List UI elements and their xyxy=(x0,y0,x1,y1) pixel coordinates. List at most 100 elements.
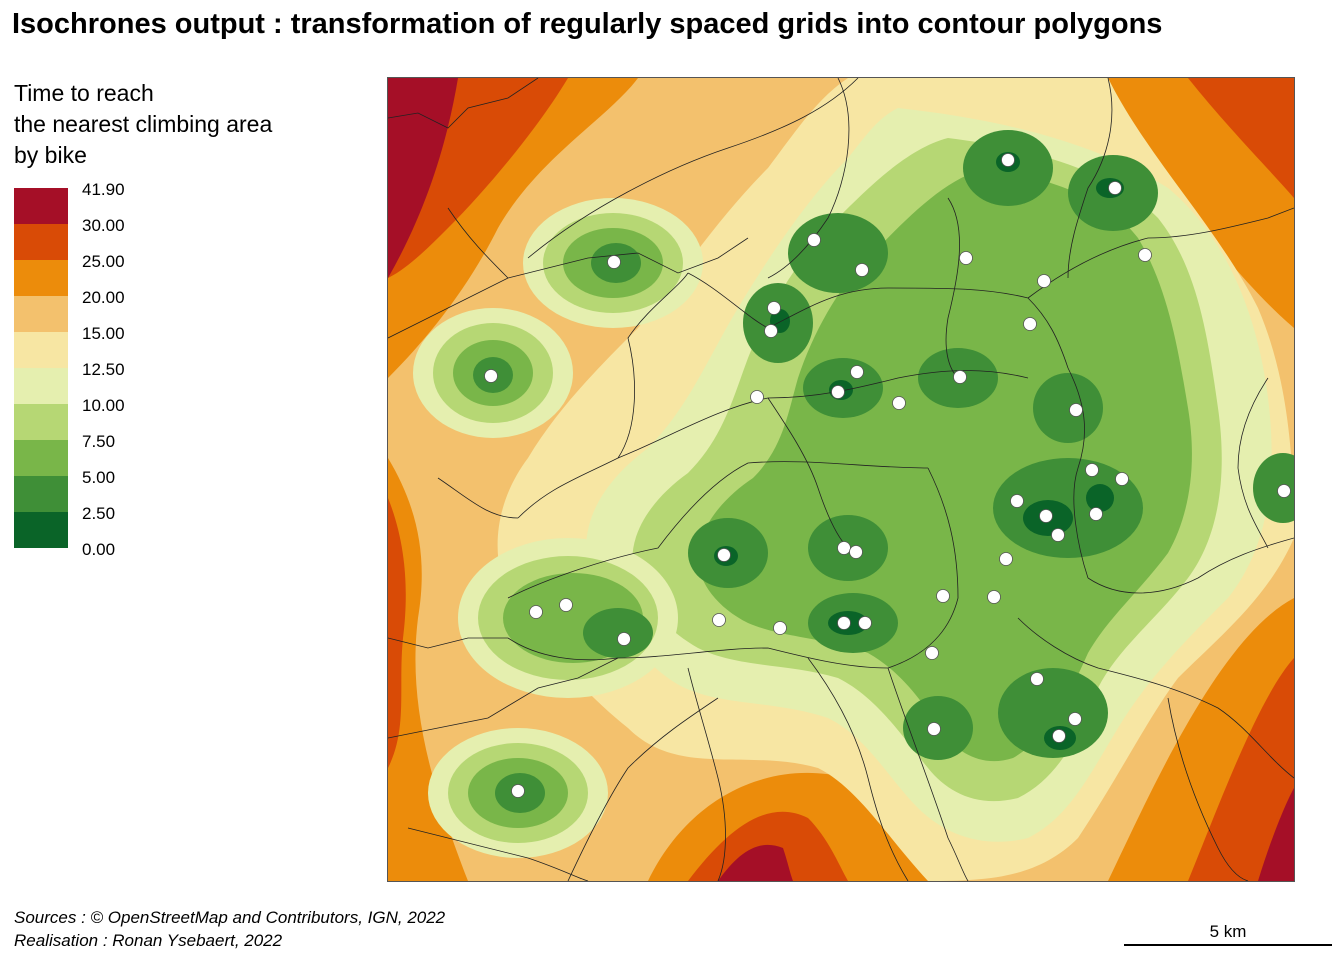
boundary-line xyxy=(517,272,689,519)
legend-title-line-1: Time to reach xyxy=(14,80,154,106)
contour-zone-red xyxy=(718,844,793,881)
isochrone-map[interactable] xyxy=(387,77,1295,882)
climbing-area-marker[interactable] xyxy=(607,255,621,269)
contour-zone-orange xyxy=(388,458,468,881)
legend-swatches xyxy=(14,188,68,548)
climbing-area-marker[interactable] xyxy=(559,598,573,612)
climbing-area-marker[interactable] xyxy=(750,390,764,404)
climbing-area-marker[interactable] xyxy=(1039,509,1053,523)
contour-darkest xyxy=(1086,484,1114,512)
climbing-area-marker[interactable] xyxy=(712,613,726,627)
climbing-area-marker[interactable] xyxy=(1085,463,1099,477)
climbing-area-marker[interactable] xyxy=(1052,729,1066,743)
climbing-area-marker[interactable] xyxy=(892,396,906,410)
climbing-area-marker[interactable] xyxy=(927,722,941,736)
climbing-area-marker[interactable] xyxy=(529,605,543,619)
climbing-area-marker[interactable] xyxy=(959,251,973,265)
municipality-boundaries xyxy=(388,78,1294,881)
legend-label: 25.00 xyxy=(82,252,125,271)
boundary-line xyxy=(807,657,909,881)
climbing-area-marker[interactable] xyxy=(1089,507,1103,521)
climbing-area-marker[interactable] xyxy=(831,385,845,399)
sources-note: Sources : © OpenStreetMap and Contributo… xyxy=(14,906,445,952)
legend-label: 2.50 xyxy=(82,504,116,523)
climbing-area-marker[interactable] xyxy=(858,616,872,630)
climbing-area-marker[interactable] xyxy=(855,263,869,277)
legend-swatch xyxy=(14,224,68,260)
climbing-area-marker[interactable] xyxy=(764,324,778,338)
legend-title-line-2: the nearest climbing area xyxy=(14,111,273,137)
climbing-area-marker[interactable] xyxy=(1023,317,1037,331)
boundary-line xyxy=(1237,377,1269,549)
boundary-line xyxy=(887,667,969,881)
climbing-area-marker[interactable] xyxy=(1069,403,1083,417)
climbing-area-marker[interactable] xyxy=(1277,484,1291,498)
boundary-line xyxy=(687,272,1069,369)
climbing-area-marker[interactable] xyxy=(773,621,787,635)
climbing-area-marker[interactable] xyxy=(1115,472,1129,486)
climbing-area-marker[interactable] xyxy=(925,646,939,660)
boundary-line xyxy=(447,207,509,279)
boundary-line xyxy=(437,477,519,519)
legend-swatch xyxy=(14,368,68,404)
climbing-area-marker[interactable] xyxy=(617,632,631,646)
climbing-area-marker[interactable] xyxy=(953,370,967,384)
climbing-area-marker[interactable] xyxy=(987,590,1001,604)
legend-swatch xyxy=(14,440,68,476)
climbing-area-marker[interactable] xyxy=(1108,181,1122,195)
contour-zone-red xyxy=(388,78,458,278)
climbing-area-marker[interactable] xyxy=(837,541,851,555)
boundary-line xyxy=(1087,537,1294,594)
contour-zone-red xyxy=(1258,788,1294,881)
climbing-area-marker[interactable] xyxy=(511,784,525,798)
legend-label: 5.00 xyxy=(82,468,116,487)
legend-swatch xyxy=(14,296,68,332)
boundary-line xyxy=(527,78,859,259)
legend-label: 10.00 xyxy=(82,396,125,415)
contour-cluster-green xyxy=(583,608,653,658)
boundary-line xyxy=(1067,367,1089,579)
scale-bar: 5 km xyxy=(1124,922,1332,952)
climbing-area-marker[interactable] xyxy=(1010,494,1024,508)
legend-swatch xyxy=(14,332,68,368)
map-title: Isochrones output : transformation of re… xyxy=(12,8,1163,40)
climbing-area-marker[interactable] xyxy=(484,369,498,383)
contour-core xyxy=(788,213,888,293)
legend-label: 0.00 xyxy=(82,540,116,559)
climbing-area-marker[interactable] xyxy=(767,301,781,315)
boundary-line xyxy=(388,78,539,129)
map-canvas[interactable] xyxy=(388,78,1294,881)
contour-core xyxy=(998,668,1108,758)
scale-bar-line xyxy=(1124,944,1332,946)
legend-title-line-3: by bike xyxy=(14,142,87,168)
climbing-area-marker[interactable] xyxy=(1138,248,1152,262)
climbing-areas xyxy=(484,153,1291,798)
boundary-line xyxy=(567,697,719,881)
climbing-area-marker[interactable] xyxy=(1037,274,1051,288)
climbing-area-marker[interactable] xyxy=(850,365,864,379)
boundary-line xyxy=(767,78,850,279)
climbing-area-marker[interactable] xyxy=(807,233,821,247)
sources-text: Sources : © OpenStreetMap and Contributo… xyxy=(14,908,446,927)
boundary-line xyxy=(1017,617,1294,779)
climbing-area-marker[interactable] xyxy=(1068,712,1082,726)
climbing-area-marker[interactable] xyxy=(1051,528,1065,542)
boundary-line xyxy=(1027,207,1294,299)
climbing-area-marker[interactable] xyxy=(1030,672,1044,686)
scale-bar-label: 5 km xyxy=(1209,922,1247,941)
climbing-area-marker[interactable] xyxy=(717,548,731,562)
climbing-area-marker[interactable] xyxy=(936,589,950,603)
legend-swatch xyxy=(14,404,68,440)
climbing-area-marker[interactable] xyxy=(849,545,863,559)
climbing-area-marker[interactable] xyxy=(999,552,1013,566)
contour-core xyxy=(1253,453,1294,523)
legend-label: 7.50 xyxy=(82,432,116,451)
contour-polygons xyxy=(388,78,1294,881)
contour-zone-darkorange xyxy=(1188,658,1294,881)
boundary-line xyxy=(945,197,960,379)
climbing-area-marker[interactable] xyxy=(1001,153,1015,167)
boundary-line xyxy=(407,827,589,881)
climbing-area-marker[interactable] xyxy=(837,616,851,630)
boundary-line xyxy=(507,461,929,599)
legend-label: 41.90 xyxy=(82,180,125,199)
